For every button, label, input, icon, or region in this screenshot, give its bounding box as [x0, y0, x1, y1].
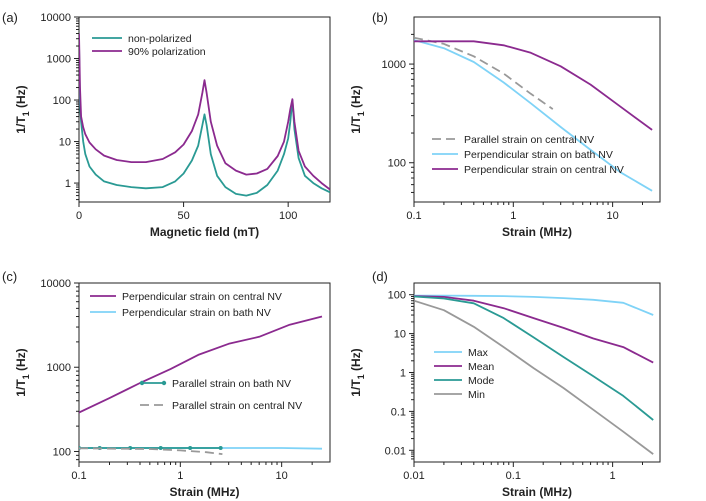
x-tick-label: 1 [177, 470, 183, 482]
series-line [414, 294, 654, 316]
legend-label: Perpendicular strain on central NV [464, 164, 624, 176]
x-tick-label: 0.1 [406, 210, 421, 222]
y-tick-label: 1 [400, 368, 406, 380]
y-tick-label: 100 [53, 95, 71, 107]
chart-panel-2: (b) 0.1 1 10 100 1000 Strain (MHz) 1/T1 (Hz) Par… [349, 10, 661, 239]
y-tick-label: 1 [65, 178, 71, 190]
legend-label: Perpendicular strain on central NV [122, 291, 282, 303]
x-tick-label: 0.1 [506, 470, 521, 482]
series-point [158, 445, 163, 450]
x-tick-label: 0.1 [71, 470, 86, 482]
legend-label: Max [468, 347, 489, 359]
y-axis-title: 1/T1 (Hz) [14, 348, 31, 396]
series-line [414, 295, 654, 421]
x-tick-label: 0 [76, 210, 82, 222]
legend-label: Parallel strain on central NV [172, 400, 302, 412]
panel-label: (a) [2, 10, 18, 25]
y-tick-label: 10000 [40, 278, 71, 290]
legend-label: Perpendicular strain on bath NV [122, 307, 271, 319]
x-axis-title: Strain (MHz) [170, 485, 240, 499]
x-tick-label: 0.01 [403, 470, 424, 482]
legend-label: Parallel strain on central NV [464, 134, 594, 146]
y-tick-label: 1000 [382, 59, 406, 71]
y-tick-label: 100 [388, 290, 406, 302]
series-point [218, 445, 223, 450]
chart-panel-4: (d) 0.01 0.1 1 0.01 0.1 1 10 100 Strain (MHz) 1/T1… [349, 269, 661, 499]
legend-marker [161, 380, 167, 386]
y-tick-label: 10000 [40, 12, 71, 24]
legend-label: Min [468, 389, 485, 401]
series-line [414, 36, 554, 110]
y-axis-title: 1/T1 (Hz) [349, 85, 366, 133]
plot-area [414, 294, 654, 455]
y-tick-label: 1000 [47, 54, 71, 66]
panel-label: (b) [372, 10, 388, 25]
y-tick-label: 100 [53, 446, 71, 458]
legend-label: Mean [468, 361, 494, 373]
x-tick-label: 100 [279, 210, 297, 222]
y-tick-label: 0.01 [385, 445, 406, 457]
plot-frame [413, 16, 661, 203]
series-line [79, 33, 330, 191]
series-line [414, 295, 654, 364]
plot-area [414, 36, 653, 192]
x-axis-title: Strain (MHz) [502, 225, 572, 239]
series-line [79, 447, 223, 455]
chart-panel-1: (a) 0 50 100 1 10 100 1000 10000 Magnetic field (… [2, 10, 331, 239]
x-tick-label: 50 [177, 210, 189, 222]
x-axis-title: Magnetic field (mT) [150, 225, 259, 239]
series-line [414, 39, 653, 192]
plot-frame [78, 282, 331, 463]
plot-area [79, 315, 323, 455]
x-tick-label: 10 [276, 470, 288, 482]
series-line [79, 41, 330, 197]
y-tick-label: 0.1 [391, 406, 406, 418]
legend-marker [139, 380, 145, 386]
y-tick-label: 100 [388, 158, 406, 170]
series-point [188, 445, 193, 450]
y-tick-label: 1000 [47, 362, 71, 374]
x-tick-label: 1 [510, 210, 516, 222]
y-tick-label: 10 [59, 137, 71, 149]
legend-label: non-polarized [128, 33, 192, 45]
plot-area [79, 33, 330, 197]
legend-label: Parallel strain on bath NV [172, 378, 291, 390]
chart-panel-3: (c) 0.1 1 10 100 1000 10000 Strain (MHz) 1/T1 (H… [2, 269, 331, 499]
legend-label: Mode [468, 375, 494, 387]
plot-frame [413, 282, 661, 463]
y-tick-label: 10 [394, 329, 406, 341]
panel-label: (d) [372, 269, 388, 284]
series-line [414, 40, 653, 131]
series-line [414, 299, 654, 455]
legend-label: 90% polarization [128, 46, 206, 58]
x-axis-title: Strain (MHz) [502, 485, 572, 499]
x-tick-label: 10 [606, 210, 618, 222]
legend-label: Perpendicular strain on bath NV [464, 149, 613, 161]
x-tick-label: 1 [610, 470, 616, 482]
panel-label: (c) [2, 269, 17, 284]
y-axis-title: 1/T1 (Hz) [14, 85, 31, 133]
y-axis-title: 1/T1 (Hz) [349, 348, 366, 396]
series-line [79, 315, 323, 414]
